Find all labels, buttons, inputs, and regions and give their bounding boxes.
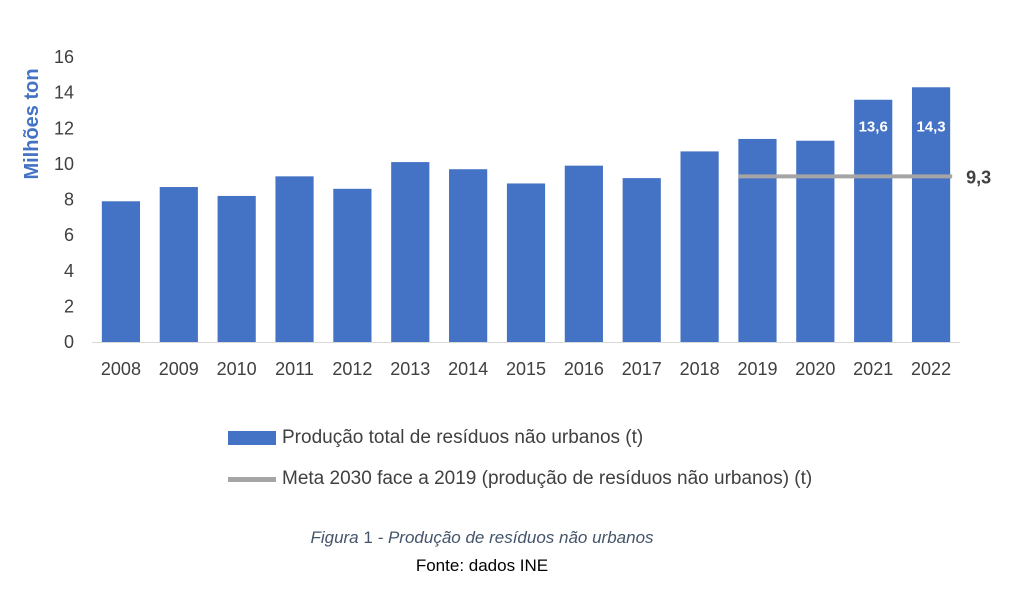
figure-caption: Figura 1 - Produção de resíduos não urba… (0, 528, 964, 548)
target-line-label: 9,3 (966, 167, 991, 187)
x-tick-label: 2013 (390, 359, 430, 379)
x-tick-label: 2019 (737, 359, 777, 379)
caption-prefix: Figura (310, 528, 359, 547)
x-tick-label: 2021 (853, 359, 893, 379)
legend-label-line: Meta 2030 face a 2019 (produção de resíd… (282, 468, 813, 489)
data-label: 13,6 (859, 118, 888, 135)
bar-2013 (391, 162, 430, 342)
bar-chart: 0 2 4 6 8 10 12 14 16 Milhões ton 7,9 8,7 8,2 9,3 8,… (21, 47, 991, 379)
legend-item-bar: Produção total de resíduos não urbanos (… (228, 427, 643, 449)
y-tick-label: 0 (64, 332, 74, 352)
x-tick-label: 2015 (506, 359, 546, 379)
data-label: 8,7 (168, 118, 189, 135)
bar-2017 (622, 178, 661, 342)
bar-2015 (506, 183, 546, 342)
y-tick-label: 8 (64, 190, 74, 210)
x-tick-label: 2008 (101, 359, 141, 379)
y-tick-label: 10 (54, 154, 74, 174)
x-tick-label: 2022 (911, 359, 951, 379)
x-tick-label: 2017 (622, 359, 662, 379)
y-axis-label: Milhões ton (21, 68, 43, 179)
data-label: 10,1 (396, 118, 425, 135)
bar-2008 (101, 201, 141, 342)
data-label: 9,9 (573, 118, 594, 135)
caption-number: 1 (363, 528, 373, 547)
data-label: 9,3 (284, 118, 305, 135)
data-label: 10,7 (685, 118, 714, 135)
data-label: 11,3 (801, 118, 829, 135)
x-tick-label: 2011 (275, 359, 314, 379)
data-label: 8,6 (342, 118, 363, 135)
bar-2010 (217, 195, 256, 342)
bar-2014 (449, 169, 488, 342)
y-tick-label: 6 (64, 225, 74, 245)
bar-2018 (680, 151, 719, 342)
bar-2022 (911, 87, 951, 342)
x-tick-label: 2014 (448, 359, 488, 379)
x-tick-label: 2010 (217, 359, 257, 379)
bar-2019 (738, 138, 777, 342)
legend-swatch-bar (228, 431, 276, 445)
x-tick-label: 2016 (564, 359, 604, 379)
x-tick-label: 2009 (159, 359, 199, 379)
bar-2020 (796, 140, 835, 342)
bar-2011 (275, 176, 314, 342)
legend-label-bar: Produção total de resíduos não urbanos (… (282, 427, 644, 448)
caption-text: - Produção de resíduos não urbanos (377, 528, 654, 547)
y-tick-label: 12 (54, 118, 74, 138)
data-label: 14,3 (916, 118, 945, 135)
y-tick-label: 4 (64, 261, 74, 281)
y-tick-label: 16 (54, 47, 74, 67)
x-tick-label: 2012 (332, 359, 372, 379)
data-label: 8,2 (226, 118, 247, 135)
y-tick-label: 14 (54, 83, 74, 103)
bar-2009 (159, 187, 198, 342)
data-label: 7,9 (111, 118, 132, 135)
bar-2012 (333, 188, 372, 342)
figure-source: Fonte: dados INE (415, 556, 549, 575)
legend-item-line: Meta 2030 face a 2019 (produção de resíd… (228, 468, 812, 490)
data-label: 8,9 (516, 118, 537, 135)
x-tick-label: 2020 (795, 359, 835, 379)
data-label: 9,2 (631, 118, 652, 135)
y-tick-label: 2 (64, 296, 74, 316)
x-tick-label: 2018 (680, 359, 720, 379)
legend-swatch-line (228, 476, 276, 482)
bar-2016 (564, 165, 603, 342)
data-label: 11,4 (743, 118, 772, 135)
data-label: 9,7 (458, 118, 479, 135)
bar-2021 (854, 99, 893, 342)
